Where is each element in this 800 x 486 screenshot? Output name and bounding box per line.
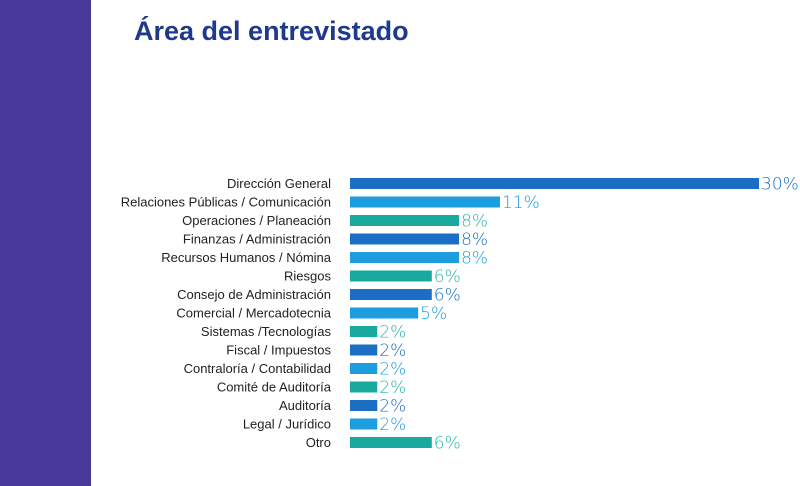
value-labels: 30%11%8%8%8%6%6%5%2%2%2%2%2%2%6% bbox=[379, 175, 799, 454]
bar bbox=[350, 437, 432, 448]
value-label: 8% bbox=[461, 249, 488, 269]
category-label: Fiscal / Impuestos bbox=[226, 343, 331, 358]
category-label: Comercial / Mercadotecnia bbox=[176, 306, 331, 321]
bar bbox=[350, 400, 378, 411]
bar bbox=[350, 270, 432, 282]
bar bbox=[350, 344, 378, 356]
category-label: Auditoría bbox=[279, 398, 332, 413]
category-label: Finanzas / Administración bbox=[183, 232, 331, 247]
value-label: 2% bbox=[379, 415, 406, 435]
page-title: Área del entrevistado bbox=[134, 16, 409, 46]
category-label: Dirección General bbox=[227, 176, 331, 191]
value-label: 2% bbox=[379, 341, 406, 361]
category-label: Consejo de Administración bbox=[177, 287, 331, 302]
bar bbox=[350, 418, 378, 430]
bar bbox=[350, 326, 378, 337]
value-label: 6% bbox=[434, 267, 461, 287]
bars bbox=[350, 178, 759, 448]
category-label: Relaciones Públicas / Comunicación bbox=[121, 195, 331, 210]
category-label: Sistemas /Tecnologías bbox=[201, 324, 332, 339]
bar bbox=[350, 196, 500, 208]
side-band bbox=[0, 0, 91, 486]
category-labels: Dirección General Relaciones Públicas / C… bbox=[121, 176, 332, 450]
bar bbox=[350, 178, 759, 189]
category-label: Otro bbox=[306, 435, 331, 450]
value-label: 2% bbox=[379, 360, 406, 380]
value-label: 2% bbox=[379, 397, 406, 417]
category-label: Comité de Auditoría bbox=[217, 380, 332, 395]
category-label: Riesgos bbox=[284, 269, 331, 284]
category-label: Legal / Jurídico bbox=[243, 417, 331, 432]
category-label: Recursos Humanos / Nómina bbox=[161, 250, 332, 265]
value-label: 5% bbox=[420, 304, 447, 324]
bar bbox=[350, 233, 460, 245]
category-label: Operaciones / Planeación bbox=[182, 213, 331, 228]
bar bbox=[350, 363, 378, 374]
value-label: 30% bbox=[761, 175, 799, 195]
bar bbox=[350, 289, 432, 300]
value-label: 6% bbox=[434, 286, 461, 306]
bar bbox=[350, 381, 378, 393]
value-label: 8% bbox=[461, 230, 488, 250]
value-label: 6% bbox=[434, 434, 461, 454]
value-label: 2% bbox=[379, 378, 406, 398]
value-label: 11% bbox=[502, 193, 540, 213]
category-label: Contraloría / Contabilidad bbox=[184, 361, 331, 376]
bar bbox=[350, 215, 460, 226]
bar bbox=[350, 307, 419, 319]
value-label: 8% bbox=[461, 212, 488, 232]
value-label: 2% bbox=[379, 323, 406, 343]
bar bbox=[350, 252, 460, 263]
